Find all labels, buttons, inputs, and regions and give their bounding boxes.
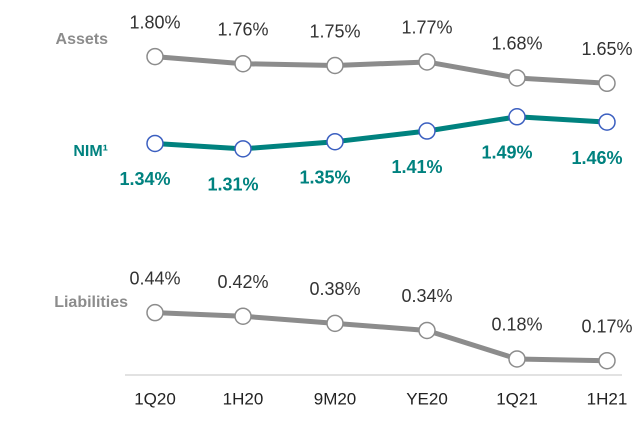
data-label: 1.80%: [129, 12, 180, 32]
x-tick-label: 1H21: [587, 389, 628, 408]
marker: [326, 56, 344, 75]
data-label: 1.31%: [207, 175, 258, 195]
x-tick-label: 9M20: [314, 389, 357, 408]
data-label: 1.41%: [391, 157, 442, 177]
x-tick-label: 1Q21: [496, 389, 538, 408]
marker: [326, 132, 344, 151]
marker: [508, 350, 526, 368]
data-label: 1.35%: [299, 167, 350, 187]
marker: [418, 53, 436, 71]
series-label: Assets: [56, 31, 109, 48]
data-label: 1.76%: [217, 19, 268, 39]
marker: [234, 140, 252, 158]
marker: [508, 108, 526, 126]
marker: [234, 54, 252, 73]
data-label: 1.65%: [581, 39, 632, 59]
data-label: 1.49%: [481, 143, 532, 163]
data-label: 0.34%: [401, 286, 452, 306]
marker: [418, 122, 436, 140]
data-label: 0.42%: [217, 272, 268, 292]
data-label: 0.17%: [581, 316, 632, 336]
series-line: [154, 54, 608, 86]
x-tick-label: 1H20: [223, 389, 264, 408]
marker: [598, 351, 616, 370]
marker: [598, 113, 616, 131]
marker: [146, 47, 164, 66]
data-label: 1.77%: [401, 18, 452, 38]
data-label: 1.68%: [491, 34, 542, 54]
marker: [146, 303, 164, 322]
series-line: [154, 114, 608, 152]
marker: [418, 321, 436, 340]
x-tick-label: YE20: [406, 389, 448, 408]
data-label: 0.38%: [309, 279, 360, 299]
marker: [234, 307, 252, 325]
marker: [508, 69, 526, 87]
marker: [146, 134, 164, 153]
data-label: 1.46%: [571, 148, 622, 168]
data-label: 0.44%: [129, 268, 180, 288]
series-line: [154, 310, 608, 364]
marker: [598, 74, 616, 93]
data-label: 0.18%: [491, 315, 542, 335]
x-tick-label: 1Q20: [134, 389, 176, 408]
data-label: 1.75%: [309, 21, 360, 41]
marker: [326, 314, 344, 333]
series-label: Liabilities: [54, 294, 128, 311]
series-label: NIM¹: [73, 143, 108, 160]
data-label: 1.34%: [119, 169, 170, 189]
